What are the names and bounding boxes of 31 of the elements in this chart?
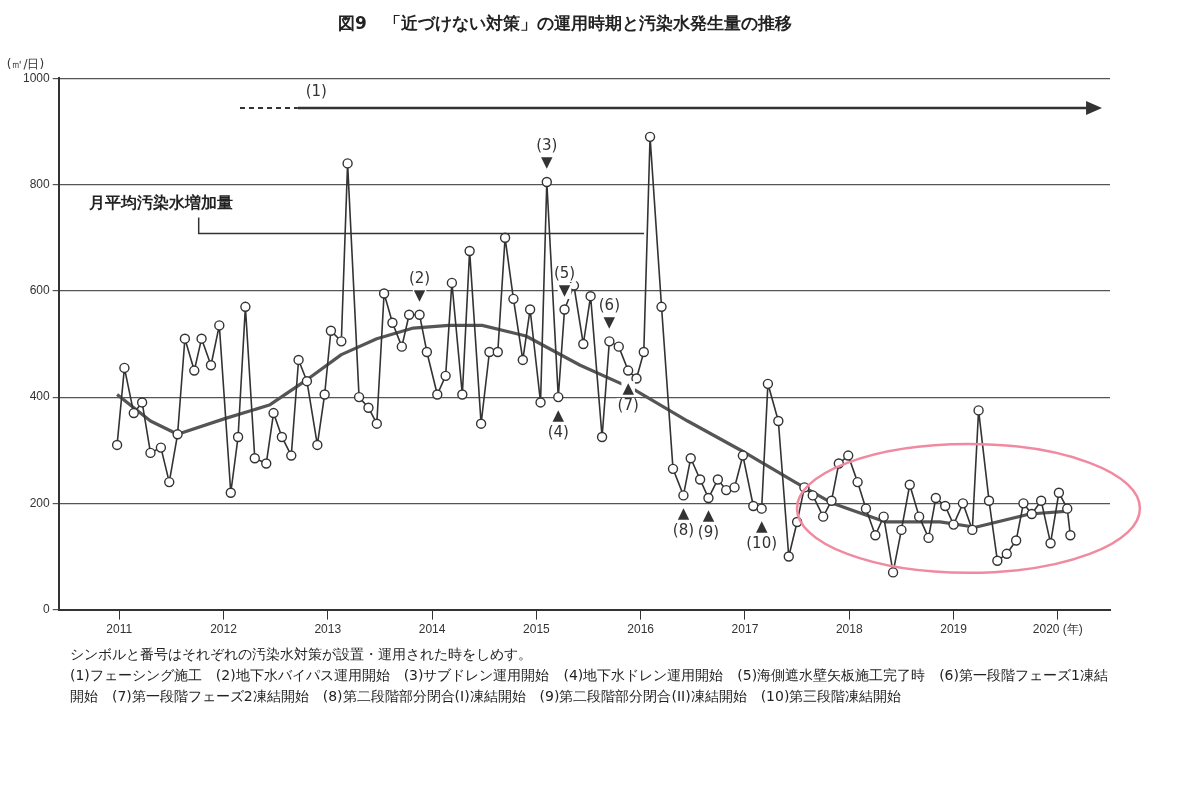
- y-tick-label: 400: [29, 389, 51, 404]
- x-tick-label: 2016: [627, 622, 655, 637]
- annotation: (3) ▼: [536, 136, 558, 172]
- y-tick-label: 200: [29, 495, 51, 510]
- x-tick-label: 2012: [210, 622, 238, 637]
- x-tick-label: 2017: [731, 622, 759, 637]
- y-tick-label: 1000: [22, 70, 51, 85]
- text: (1)フェーシング施工 (2)地下水バイパス運用開始 (3)サブドレン運用開始 (4)地下水ドレン運用開始 (5)海側遮水壁矢板施工完了時 (6)第一段階フェーズ1凍結開始 (7)第一段階フェーズ2凍結開始 (8)第二段階部分閉合(I)凍結開始 (9)第二段階部分閉合(II)凍結開始 (10)第三段階凍結開始: [70, 666, 1109, 706]
- annotation: ▲ (8): [672, 503, 695, 539]
- annotation: ▲ (7): [617, 378, 639, 414]
- x-tick-label: 2015: [523, 622, 551, 637]
- y-tick-label: 0: [43, 601, 51, 616]
- text: シンボルと番号はそれぞれの汚染水対策が設置・運用された時をしめす。: [70, 645, 533, 664]
- y-tick-label: 600: [29, 283, 51, 298]
- y-axis-title: (㎥/日): [6, 56, 45, 71]
- chart-title: 図9 「近づけない対策」の運用時期と汚染水発生量の推移: [338, 12, 792, 33]
- annotation: ▲ (4): [547, 405, 569, 441]
- x-tick-label: 2019: [940, 622, 968, 637]
- annotation: (2) ▼: [408, 269, 431, 305]
- annotation: ▲ (10): [746, 517, 778, 553]
- x-tick-label: 2014: [418, 622, 446, 637]
- x-tick-label: 2013: [314, 622, 342, 637]
- annotation: (1): [305, 82, 327, 101]
- x-tick-label: 2020 (年): [1032, 622, 1083, 637]
- annotation: (6) ▼: [598, 295, 620, 331]
- x-tick-label: 2011: [106, 622, 133, 637]
- x-tick-label: 2018: [835, 622, 863, 637]
- text: 月平均汚染水増加量: [87, 192, 233, 212]
- annotation: (5) ▼: [553, 263, 576, 299]
- annotation: ▲ (9): [697, 506, 720, 542]
- y-tick-label: 800: [29, 176, 51, 191]
